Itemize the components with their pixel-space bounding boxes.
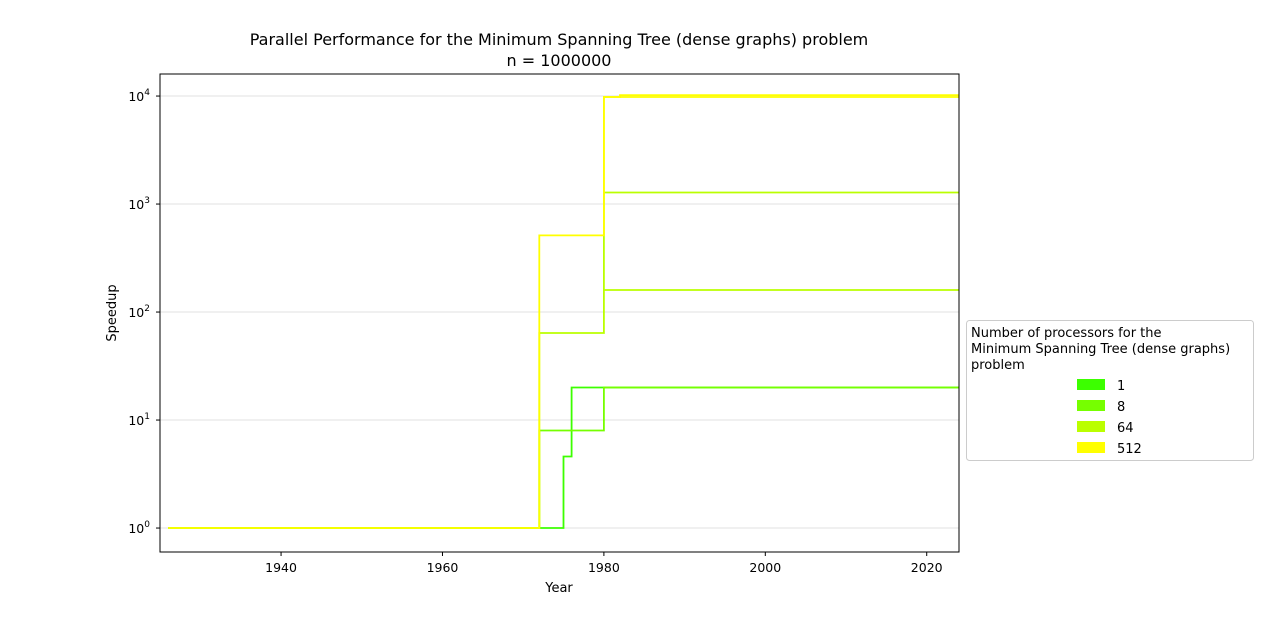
x-axis-ticks: 1940 1960 1980 2000 2020 (265, 552, 943, 575)
y-axis-ticks: 100 101 102 103 104 (128, 88, 160, 536)
y-tick-label-0: 100 (128, 520, 150, 536)
x-tick-label-3: 2000 (749, 560, 781, 575)
legend-items: 1 8 64 512 (1077, 379, 1142, 457)
legend-label-8: 8 (1117, 400, 1125, 415)
legend-title-line-3: problem (971, 358, 1025, 373)
x-tick-label-1: 1960 (427, 560, 459, 575)
legend-label-64: 64 (1117, 421, 1134, 436)
legend-box (966, 320, 1254, 461)
legend-swatch-64 (1077, 421, 1105, 432)
legend: Number of processors for the Minimum Spa… (966, 320, 1254, 461)
series-step-segment-1 (603, 96, 959, 193)
chart-title: Parallel Performance for the Minimum Spa… (250, 30, 869, 49)
y-axis-label: Speedup (105, 284, 120, 341)
legend-label-512: 512 (1117, 442, 1142, 457)
gridlines (160, 95, 959, 529)
legend-swatch-512 (1077, 442, 1105, 453)
series-line-512 (168, 94, 959, 529)
plot-frame (159, 73, 960, 553)
chart-subtitle: n = 1000000 (507, 51, 612, 70)
legend-title-line-1: Number of processors for the (971, 326, 1162, 341)
x-axis-label: Year (544, 581, 573, 596)
series-step-segment-0 (603, 191, 959, 290)
y-tick-label-4: 104 (128, 88, 150, 104)
y-tick-label-1: 101 (128, 412, 150, 428)
y-tick-label-3: 103 (128, 196, 150, 212)
legend-label-1: 1 (1117, 379, 1125, 394)
x-tick-label-0: 1940 (265, 560, 297, 575)
x-tick-label-4: 2020 (911, 560, 943, 575)
legend-title-line-2: Minimum Spanning Tree (dense graphs) (971, 342, 1230, 357)
series-line-1 (168, 386, 959, 529)
legend-swatch-8 (1077, 400, 1105, 411)
x-tick-label-2: 1980 (588, 560, 620, 575)
series-lines (168, 94, 959, 529)
y-tick-label-2: 102 (128, 304, 150, 320)
legend-swatch-1 (1077, 379, 1105, 390)
